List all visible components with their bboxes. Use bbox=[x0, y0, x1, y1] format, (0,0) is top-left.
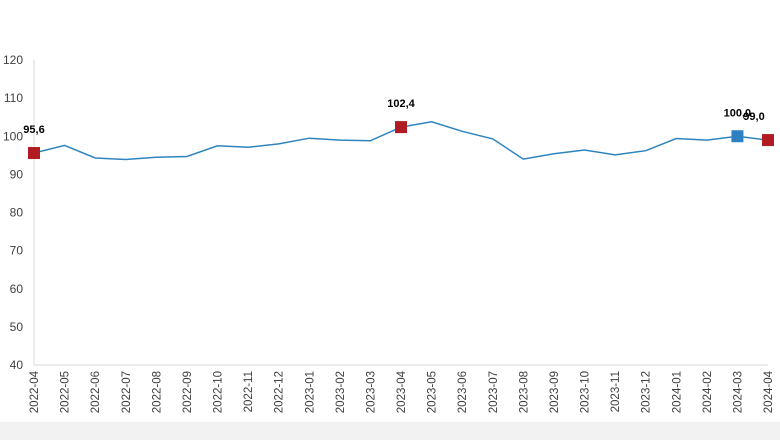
highlight-marker bbox=[762, 134, 774, 147]
x-tick-label: 2023-12 bbox=[641, 371, 653, 413]
y-tick-label: 70 bbox=[10, 244, 24, 258]
x-tick-label: 2022-06 bbox=[90, 371, 102, 413]
y-tick-label: 80 bbox=[10, 206, 24, 220]
x-tick-label: 2024-04 bbox=[763, 370, 775, 413]
x-tick-label: 2024-03 bbox=[732, 371, 744, 413]
x-tick-label: 2023-09 bbox=[549, 371, 561, 413]
x-tick-label: 2023-06 bbox=[457, 371, 469, 413]
y-tick-label: 40 bbox=[10, 358, 24, 372]
x-tick-label: 2023-01 bbox=[304, 371, 316, 413]
x-tick-label: 2022-10 bbox=[213, 371, 225, 413]
highlight-marker bbox=[731, 130, 744, 143]
x-tick-label: 2023-05 bbox=[427, 371, 439, 413]
x-tick-label: 2023-08 bbox=[518, 371, 530, 413]
x-tick-label: 2023-03 bbox=[365, 371, 377, 413]
x-tick-label: 2024-01 bbox=[671, 371, 683, 413]
x-tick-label: 2023-10 bbox=[580, 371, 592, 413]
highlight-markers bbox=[28, 121, 774, 160]
x-tick-label: 2022-07 bbox=[121, 371, 133, 413]
footer-band bbox=[0, 422, 780, 440]
y-tick-label: 60 bbox=[10, 282, 24, 296]
x-tick-label: 2022-08 bbox=[151, 371, 163, 413]
y-tick-label: 50 bbox=[10, 320, 24, 334]
y-tick-label: 120 bbox=[3, 53, 23, 67]
x-tick-label: 2022-05 bbox=[60, 371, 72, 413]
x-tick-label: 2024-02 bbox=[702, 371, 714, 413]
x-tick-label: 2022-12 bbox=[274, 371, 286, 413]
highlight-marker bbox=[28, 147, 40, 160]
x-tick-label: 2022-04 bbox=[29, 370, 41, 413]
y-tick-label: 100 bbox=[3, 129, 23, 143]
y-tick-labels: 40 50 60 70 80 90 100 110 120 bbox=[3, 53, 23, 372]
y-tick-label: 110 bbox=[4, 91, 23, 105]
y-tick-label: 90 bbox=[10, 167, 24, 181]
x-tick-label: 2023-07 bbox=[488, 371, 500, 413]
highlight-marker bbox=[395, 121, 407, 134]
data-labels: 95,6 102,4 100,099,0 bbox=[23, 98, 764, 136]
data-label: 95,6 bbox=[23, 124, 44, 136]
x-tick-label: 2023-11 bbox=[610, 371, 622, 412]
x-tick-label: 2022-09 bbox=[182, 371, 194, 413]
x-tick-label: 2023-04 bbox=[396, 370, 408, 413]
data-label: 99,0 bbox=[743, 111, 764, 123]
x-tick-label: 2022-11 bbox=[243, 371, 255, 412]
x-tick-labels: 2022-04 2022-05 2022-06 2022-07 2022-08 2022-… bbox=[29, 370, 775, 413]
x-tick-label: 2023-02 bbox=[335, 371, 347, 413]
data-label: 100,0 bbox=[724, 107, 752, 119]
data-label: 102,4 bbox=[387, 98, 415, 110]
